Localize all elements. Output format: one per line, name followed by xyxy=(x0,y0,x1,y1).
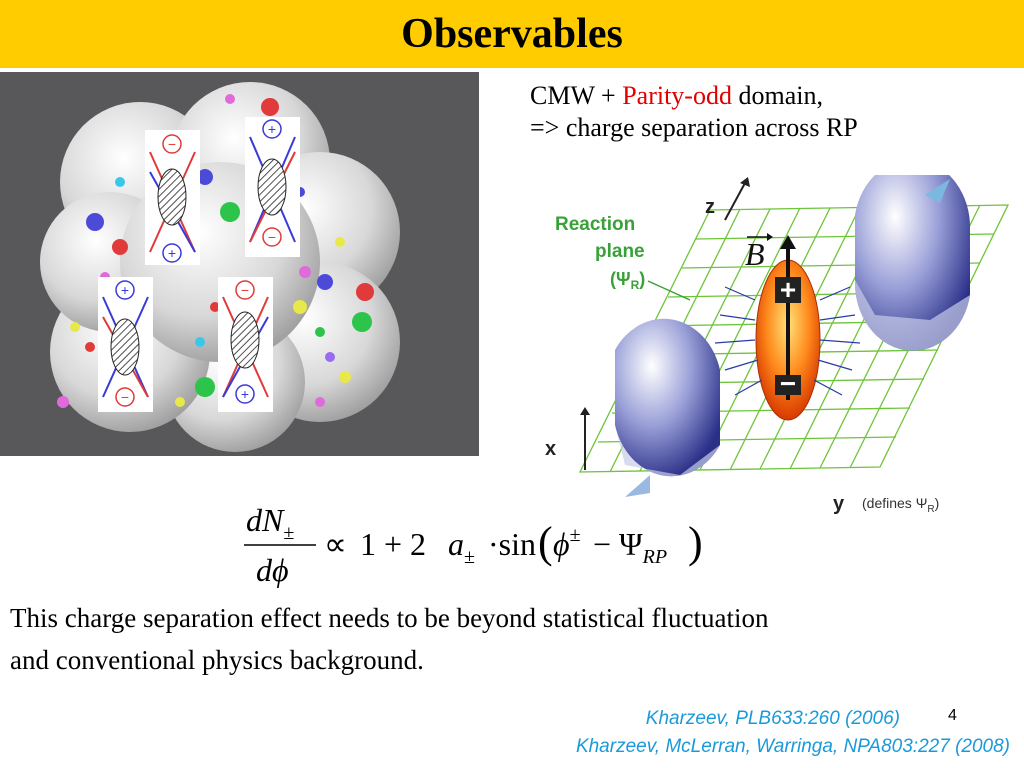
body-line-2: and conventional physics background. xyxy=(10,645,424,675)
minus-charge-box xyxy=(775,375,801,395)
panel-charge-label: + xyxy=(121,282,129,298)
reaction-plane-label-3: (ΨR) xyxy=(610,269,645,292)
reaction-plane-diagram: z x y (defines ΨR) Reaction plane (ΨR) xyxy=(530,159,1020,520)
formula-a: a± xyxy=(448,526,475,568)
body-line-1: This charge separation effect needs to b… xyxy=(10,603,769,633)
formula-paren-right: ) xyxy=(688,518,703,567)
formula-proportional: ∝ xyxy=(324,526,347,562)
reaction-plane-label-2: plane xyxy=(595,241,645,262)
field-arrows xyxy=(714,286,861,396)
formula-numerator: dN± xyxy=(246,502,294,544)
formula-sin: ·sin xyxy=(488,526,536,562)
formula-phi: ϕ± xyxy=(553,524,581,562)
reaction-plane-svg: z x y (defines ΨR) Reaction plane (ΨR) xyxy=(545,159,1010,515)
body-paragraph: This charge separation effect needs to b… xyxy=(10,597,1010,681)
formula-psi: − ΨRP xyxy=(593,526,667,568)
panel-charge-label: + xyxy=(241,386,249,402)
nucleus-top-right xyxy=(854,159,971,351)
charge-separation-formula: dN± dϕ ∝ 1 + 2 a± ·sin ( ϕ± − ΨRP ) xyxy=(238,495,708,595)
x-axis-label: x xyxy=(545,438,556,460)
minus-charge-sign: − xyxy=(780,368,796,399)
panel-top-right: + − xyxy=(245,117,300,257)
z-axis xyxy=(724,182,746,221)
z-axis-label: z xyxy=(705,196,715,218)
reference-1: Kharzeev, PLB633:260 (2006) xyxy=(645,708,900,729)
page-number: 4 xyxy=(948,707,957,724)
y-axis-label: y xyxy=(833,493,845,515)
reaction-plane-label-1: Reaction xyxy=(555,214,635,235)
x-axis-arrow xyxy=(580,407,590,415)
cmw-line-1: CMW + Parity-odd domain, xyxy=(530,80,1010,112)
b-vector-arrowhead xyxy=(767,233,773,241)
references: Kharzeev, PLB633:260 (2006) Kharzeev, Mc… xyxy=(576,705,1010,761)
panel-charge-label: − xyxy=(268,229,276,245)
panel-bottom-right: − + xyxy=(218,277,273,412)
formula-paren-left: ( xyxy=(538,518,553,567)
reaction-plane-pointer xyxy=(647,280,691,301)
formula-denominator: dϕ xyxy=(256,552,289,588)
z-axis-arrow xyxy=(740,177,750,187)
plus-charge-sign: + xyxy=(780,274,796,305)
panel-charge-label: − xyxy=(168,136,176,152)
cmw-line-2: => charge separation across RP xyxy=(530,113,858,142)
b-field-arrowhead xyxy=(780,235,796,249)
parity-odd-highlight: Parity-odd xyxy=(622,81,732,110)
slide-title: Observables xyxy=(401,11,623,57)
b-field-label: B xyxy=(745,236,765,272)
panel-top-left: − + xyxy=(145,130,200,265)
formula-one-plus: 1 + 2 xyxy=(360,526,426,562)
reference-2: Kharzeev, McLerran, Warringa, NPA803:227… xyxy=(575,736,1010,757)
cmw-description: CMW + Parity-odd domain, => charge separ… xyxy=(530,80,1010,144)
collision-domain-image: − + + − + − xyxy=(40,82,400,452)
panel-charge-label: − xyxy=(241,282,249,298)
plus-charge-box xyxy=(775,277,801,303)
cmw-prefix: CMW + xyxy=(530,81,623,110)
panel-charge-label: + xyxy=(168,245,176,261)
panel-charge-label: + xyxy=(268,121,276,137)
panel-charge-label: − xyxy=(121,389,129,405)
nucleus-bottom-left xyxy=(615,318,720,497)
title-bar: Observables xyxy=(0,0,1024,68)
formula-svg: dN± dϕ ∝ 1 + 2 a± ·sin ( ϕ± − ΨRP ) xyxy=(244,502,703,588)
cmw-suffix: domain, xyxy=(731,81,823,110)
panel-bottom-left: + − xyxy=(98,277,153,412)
y-axis-note: (defines ΨR) xyxy=(862,495,939,515)
collision-domain-figure: − + + − + − xyxy=(0,72,479,456)
